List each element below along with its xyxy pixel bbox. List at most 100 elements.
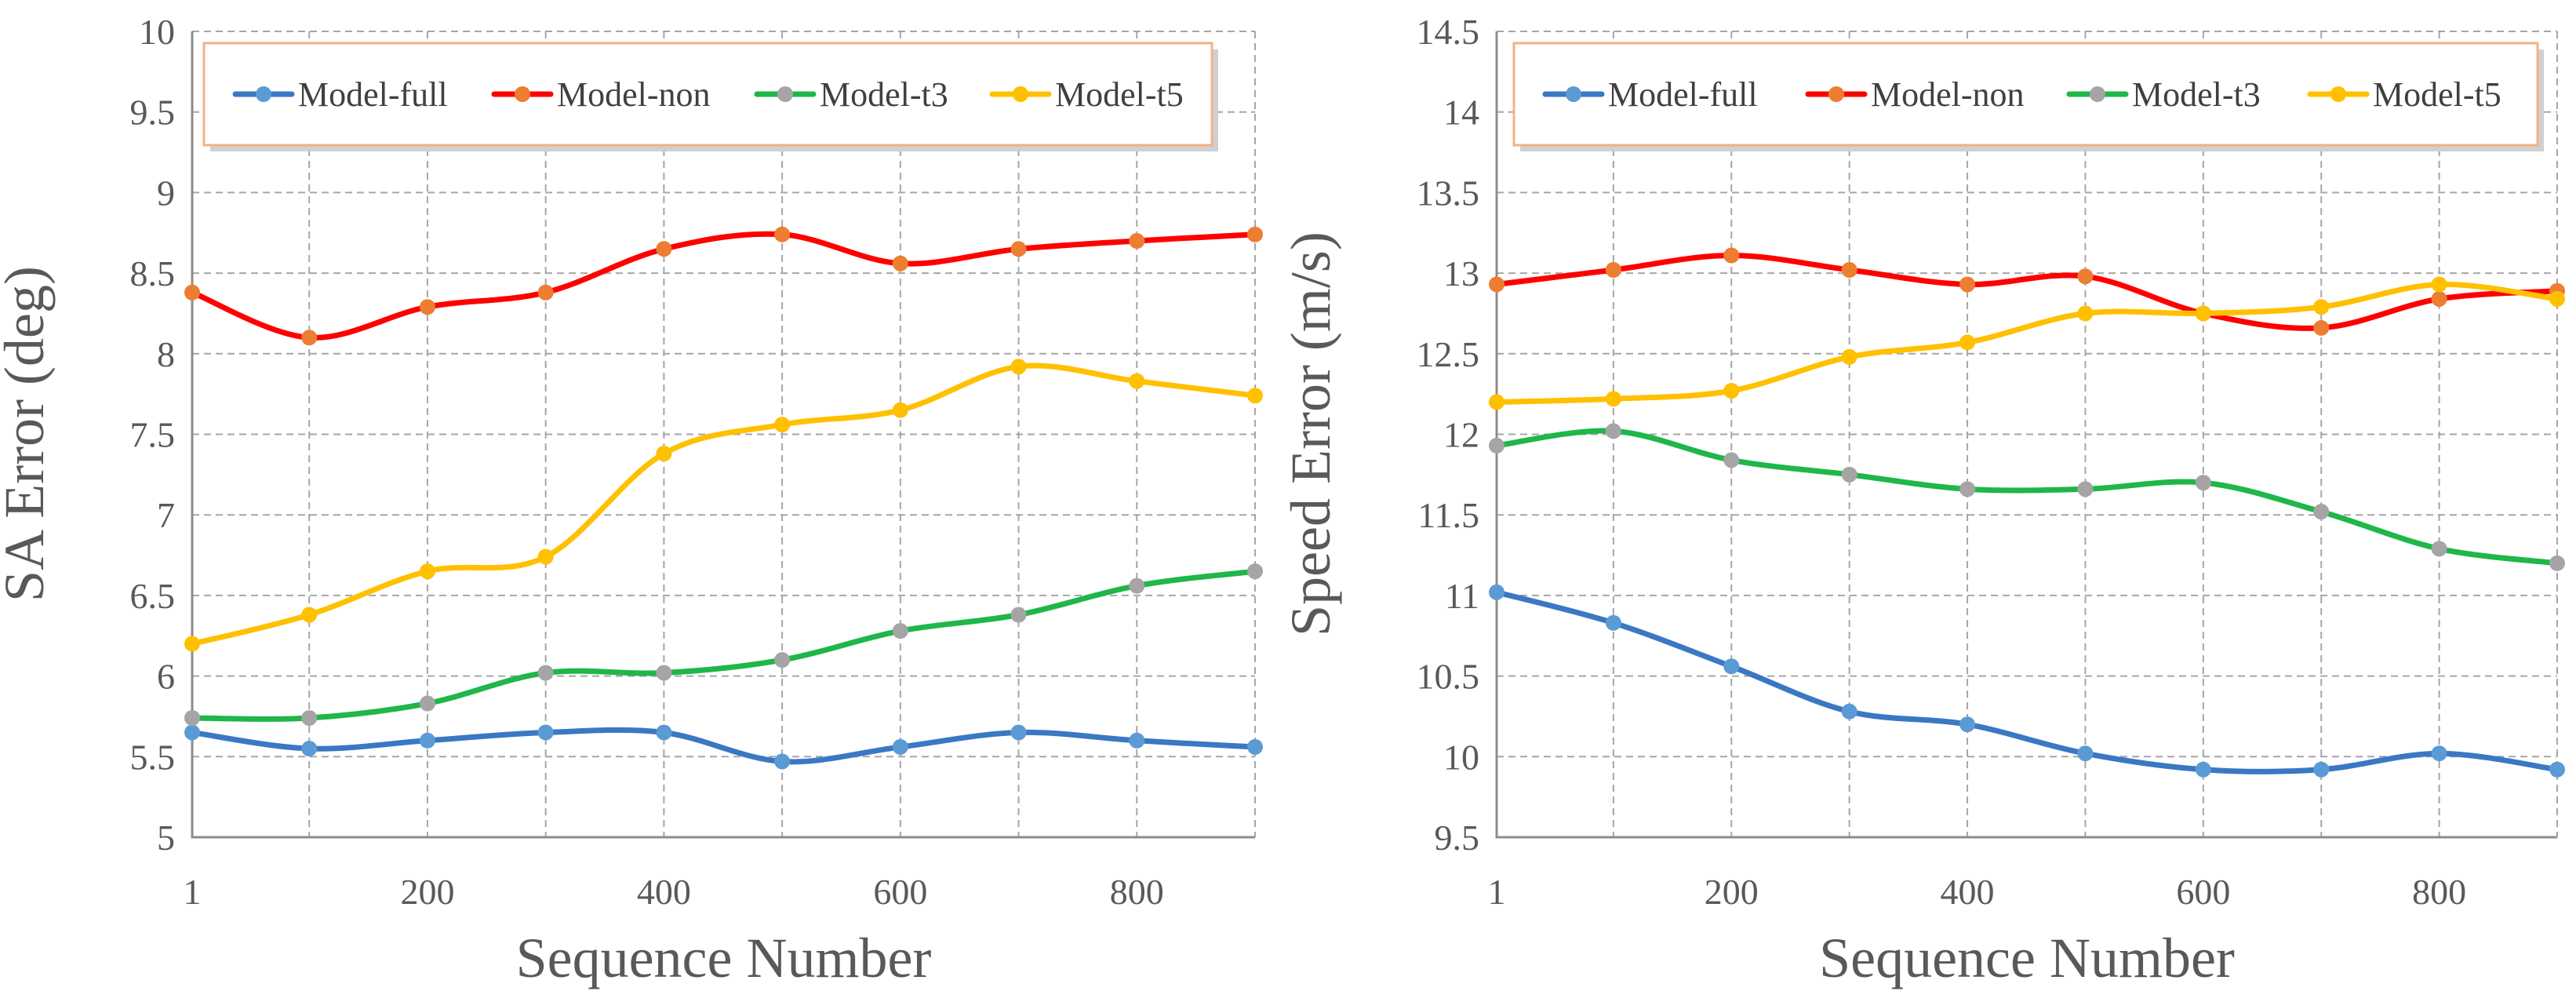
speed-legend-label-model-non: Model-non	[1871, 75, 2025, 114]
speed-y-axis-title: Speed Error (m/s)	[1279, 231, 1342, 636]
speed-point-model-t5	[2313, 299, 2330, 315]
sa-point-model-t5	[1010, 359, 1027, 375]
speed-y-tick-label: 12.5	[1417, 334, 1480, 374]
sa-y-tick-label: 6.5	[130, 576, 176, 616]
sa-point-model-non	[656, 241, 672, 257]
sa-y-tick-label: 8.5	[130, 253, 176, 293]
speed-point-model-non	[2313, 319, 2330, 336]
sa-point-model-non	[1129, 233, 1145, 250]
sa-point-model-t3	[774, 652, 791, 669]
speed-y-tick-label: 10	[1443, 737, 1479, 777]
sa-y-tick-label: 9	[157, 173, 175, 213]
sa-point-model-t5	[774, 417, 791, 433]
speed-legend-label-model-full: Model-full	[1608, 75, 1758, 114]
speed-point-model-full	[2077, 745, 2094, 762]
sa-point-model-non	[537, 284, 554, 301]
speed-legend-label-model-t3: Model-t3	[2132, 75, 2261, 114]
sa-legend-marker-model-t5	[1013, 86, 1028, 102]
speed-point-model-t3	[1489, 437, 1504, 454]
speed-point-model-full	[1723, 658, 1740, 675]
speed-point-model-non	[2431, 290, 2447, 307]
speed-y-tick-label: 14.5	[1417, 12, 1480, 52]
sa-point-model-t3	[1010, 607, 1027, 623]
speed-error-chart: 9.5 10 10.5 11 11.5 12 12.5 13 13.5 14 14.5 1 200 400…	[1279, 12, 2565, 989]
sa-point-model-t3	[1129, 578, 1145, 594]
speed-point-model-t3	[2077, 481, 2094, 497]
sa-point-model-non	[892, 255, 908, 271]
speed-y-tick-label: 9.5	[1435, 818, 1480, 858]
sa-y-tick-label: 9.5	[130, 93, 176, 133]
speed-point-model-non	[1489, 276, 1504, 293]
speed-point-model-t3	[2431, 541, 2447, 557]
sa-point-model-full	[301, 741, 318, 757]
sa-point-model-full	[537, 724, 554, 741]
sa-point-model-non	[1010, 241, 1027, 257]
sa-point-model-non	[1247, 226, 1263, 242]
speed-axes	[1495, 31, 2557, 839]
speed-legend-marker-model-full	[1566, 86, 1581, 102]
speed-point-model-t5	[1841, 348, 1857, 365]
speed-line-model-t3	[1494, 428, 2560, 567]
sa-point-model-t5	[419, 563, 435, 580]
speed-legend-label-model-t5: Model-t5	[2373, 75, 2501, 114]
sa-point-model-t3	[419, 695, 435, 712]
sa-point-model-non	[184, 284, 200, 301]
sa-y-tick-label: 8	[157, 334, 175, 374]
sa-point-model-t5	[656, 446, 672, 462]
speed-point-model-non	[1605, 261, 1621, 278]
speed-y-tick-label: 11	[1445, 576, 1479, 616]
sa-point-model-t3	[184, 710, 200, 727]
sa-point-model-full	[656, 724, 672, 741]
speed-point-model-non	[1959, 276, 1976, 293]
sa-y-tick-label: 5.5	[130, 737, 176, 777]
sa-point-model-t5	[892, 402, 908, 418]
sa-y-axis-title: SA Error (deg)	[0, 266, 56, 602]
speed-point-model-t3	[2195, 475, 2211, 491]
speed-point-model-t5	[1959, 334, 1976, 351]
speed-y-tick-label: 12	[1443, 415, 1479, 455]
speed-line-model-t5	[1494, 281, 2560, 405]
sa-point-model-non	[419, 299, 435, 315]
speed-x-axis-title: Sequence Number	[1819, 927, 2235, 989]
speed-point-model-t5	[2077, 305, 2094, 322]
speed-y-tick-label: 13	[1443, 253, 1479, 293]
sa-y-tick-label: 7.5	[130, 415, 176, 455]
speed-x-tick-label: 600	[2176, 872, 2230, 912]
sa-x-tick-label: 200	[400, 872, 454, 912]
sa-y-tick-label: 5	[157, 818, 175, 858]
speed-point-model-t3	[1723, 452, 1740, 468]
speed-point-model-full	[2431, 745, 2447, 762]
sa-point-model-t5	[537, 548, 554, 565]
sa-point-model-full	[1010, 724, 1027, 741]
sa-point-model-full	[1247, 738, 1263, 755]
speed-point-model-t5	[1489, 394, 1504, 410]
speed-point-model-t5	[1723, 383, 1740, 399]
sa-line-model-non	[189, 231, 1258, 341]
speed-point-model-t5	[2195, 305, 2211, 322]
speed-point-model-full	[1605, 614, 1621, 631]
sa-point-model-t3	[537, 665, 554, 681]
speed-point-model-non	[1723, 247, 1740, 264]
sa-legend-label-model-t5: Model-t5	[1055, 75, 1184, 114]
speed-x-tick-label: 1	[1488, 872, 1506, 912]
sa-y-tick-label: 10	[139, 12, 175, 52]
speed-x-tick-label: 800	[2412, 872, 2466, 912]
speed-point-model-t3	[1605, 423, 1621, 439]
sa-x-axis-title: Sequence Number	[516, 927, 932, 989]
speed-point-model-full	[1959, 716, 1976, 733]
sa-line-model-full	[189, 727, 1258, 765]
sa-legend-marker-model-t3	[777, 86, 793, 102]
speed-point-model-full	[1841, 703, 1857, 720]
speed-point-model-full	[2313, 761, 2330, 778]
sa-x-tick-label: 1	[184, 872, 202, 912]
speed-y-tick-label: 10.5	[1417, 657, 1480, 697]
sa-point-model-full	[419, 732, 435, 749]
speed-y-tick-label: 13.5	[1417, 173, 1480, 213]
sa-point-model-t5	[1247, 388, 1263, 404]
speed-point-model-t5	[2431, 276, 2447, 293]
sa-y-tick-label: 6	[157, 657, 175, 697]
sa-line-model-t3	[189, 568, 1258, 722]
sa-x-tick-label: 600	[873, 872, 927, 912]
speed-point-model-t5	[1605, 391, 1621, 407]
